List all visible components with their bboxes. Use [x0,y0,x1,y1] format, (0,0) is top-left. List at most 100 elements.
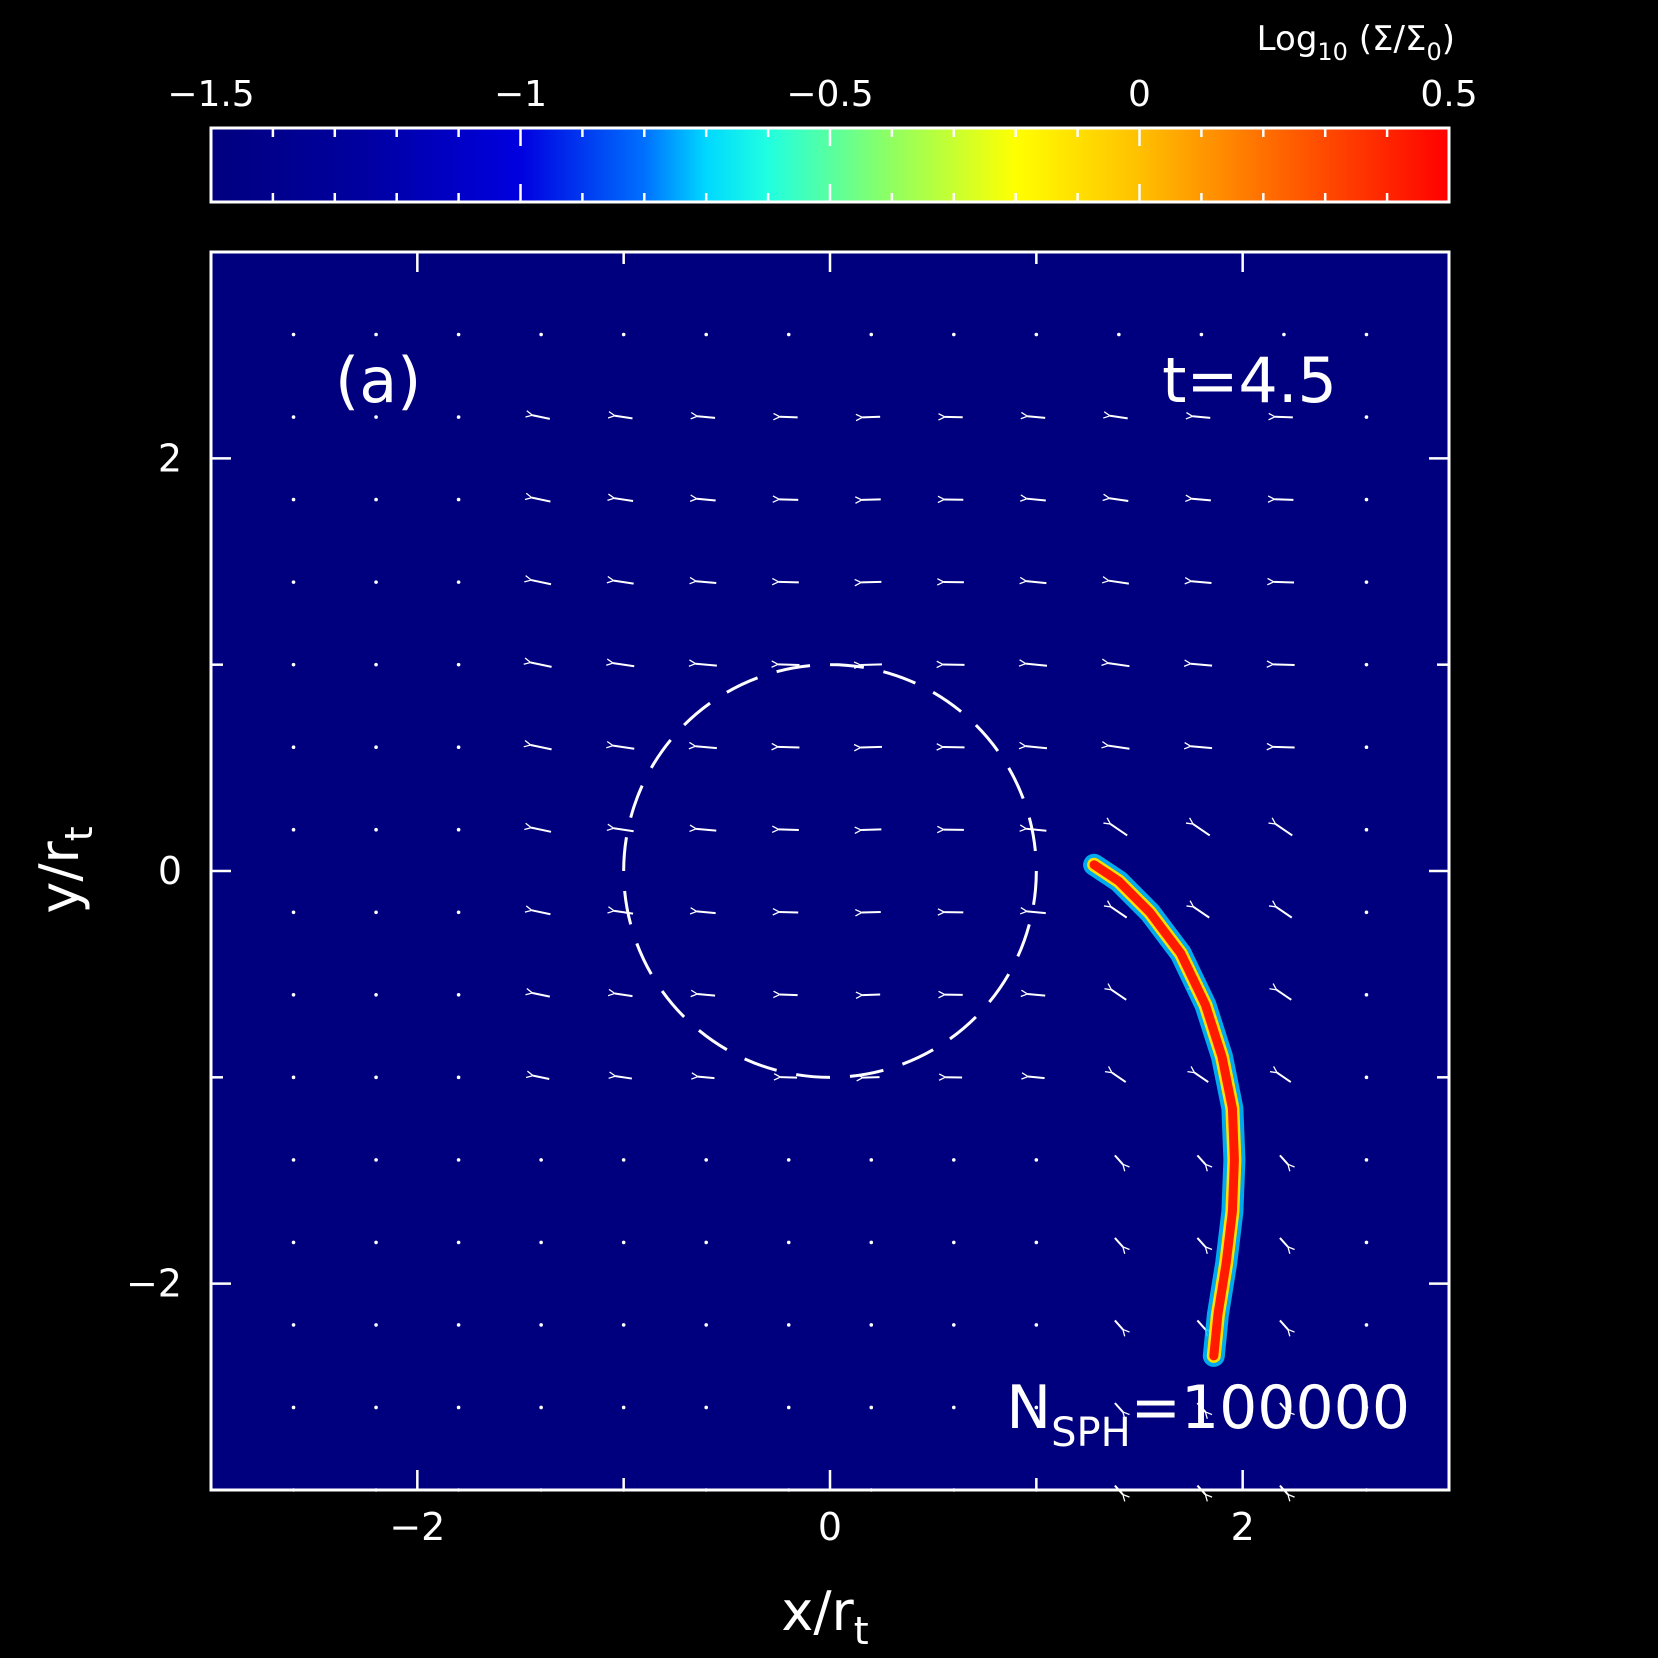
velocity-dot [704,332,708,337]
velocity-arrow [533,1076,550,1081]
velocity-arrow [1027,416,1046,418]
colorbar-tick-label: −0.5 [786,74,873,115]
colorbar-tick-label: 0 [1128,74,1151,115]
velocity-arrow [1279,1319,1288,1329]
velocity-arrow [1108,746,1130,750]
velocity-arrow [1191,664,1213,666]
velocity-dot [456,332,461,337]
velocity-dot [374,993,378,997]
velocity-arrow [779,829,799,830]
velocity-dot [704,1158,708,1162]
y-tick-label: 2 [158,436,182,480]
velocity-dot [456,1075,461,1080]
velocity-arrow [779,912,799,913]
velocity-dot [456,1323,461,1327]
velocity-arrow [1191,581,1212,583]
velocity-dot [704,1323,708,1327]
velocity-arrow [1274,499,1294,500]
velocity-arrow [778,747,800,748]
y-tick-label: −2 [126,1262,182,1306]
velocity-arrow [696,581,717,583]
velocity-arrow [1114,1154,1123,1164]
velocity-arrow [615,1076,633,1080]
velocity-arrow [1194,907,1210,919]
velocity-dot [539,332,543,337]
velocity-dot [456,580,461,584]
velocity-dot [1364,662,1369,667]
velocity-arrow [779,582,799,583]
velocity-dot [374,1323,378,1327]
velocity-arrow [1108,663,1130,668]
velocity-arrow [862,912,881,913]
velocity-arrow [532,415,551,420]
velocity-dot [291,1323,296,1327]
velocity-dot [291,1240,296,1245]
velocity-arrow [1274,582,1295,583]
velocity-arrow [861,747,882,748]
velocity-arrow [778,664,800,665]
colorbar-ticks [209,128,1451,202]
velocity-dot [1117,332,1121,337]
velocity-dot [374,910,378,915]
velocity-dot [539,1158,543,1162]
x-tick-label: 0 [818,1505,842,1549]
velocity-dot [1282,332,1286,337]
velocity-dot [456,745,461,749]
velocity-arrow [1273,664,1295,665]
velocity-dot [1364,993,1369,997]
velocity-arrow [697,911,716,913]
velocity-dot [869,1323,874,1327]
colorbar-tick-label: 0.5 [1420,74,1477,115]
velocity-arrow [861,829,882,830]
velocity-arrow [1191,746,1213,748]
time-label: t=4.5 [1162,344,1337,417]
velocity-arrow [1112,990,1127,1001]
velocity-arrow [1109,498,1129,502]
velocity-dot [456,1158,461,1162]
velocity-arrow [1196,1319,1205,1329]
velocity-arrow [862,499,881,500]
velocity-arrow [698,1077,715,1078]
velocity-dot [1034,1323,1039,1327]
velocity-dot [621,1240,626,1245]
velocity-arrow [615,416,633,420]
velocity-dot [621,332,626,337]
velocity-dot [621,1323,626,1327]
x-tick-label: 2 [1231,1505,1255,1549]
velocity-arrow [1114,1402,1123,1412]
velocity-dot [1364,497,1369,502]
velocity-dot [869,1158,874,1162]
velocity-dot [1199,332,1204,337]
velocity-arrow [532,498,551,503]
velocity-arrow [1195,1073,1209,1083]
velocity-arrow [862,417,881,418]
velocity-arrow [1196,1237,1205,1247]
velocity-dot [786,1323,791,1327]
velocity-arrow [862,995,881,996]
velocity-dot [1034,332,1039,337]
velocity-dot [374,415,378,419]
velocity-arrow [1193,824,1211,837]
colorbar-label: Log10 (Σ/Σ0) [1257,19,1455,66]
y-axis-label: y/rt [28,826,101,913]
velocity-dot [1364,1158,1369,1162]
velocity-dot [291,415,296,419]
velocity-dot [374,1240,378,1245]
x-tick-label: −2 [389,1505,445,1549]
velocity-dot [374,332,378,337]
velocity-arrow [1193,416,1211,418]
velocity-arrow [1275,417,1293,418]
velocity-dot [1364,1075,1369,1080]
velocity-arrow [532,910,551,916]
velocity-arrow [861,582,882,583]
velocity-arrow [531,580,552,586]
velocity-arrow [614,498,634,502]
axis-ticks [211,252,1449,1490]
velocity-dot [291,910,296,915]
velocity-arrow [1111,907,1128,919]
velocity-arrow [696,829,717,831]
velocity-dot [291,1075,296,1080]
velocity-arrow [531,828,552,833]
velocity-dot [704,1405,708,1410]
velocity-arrow [1112,1073,1127,1083]
